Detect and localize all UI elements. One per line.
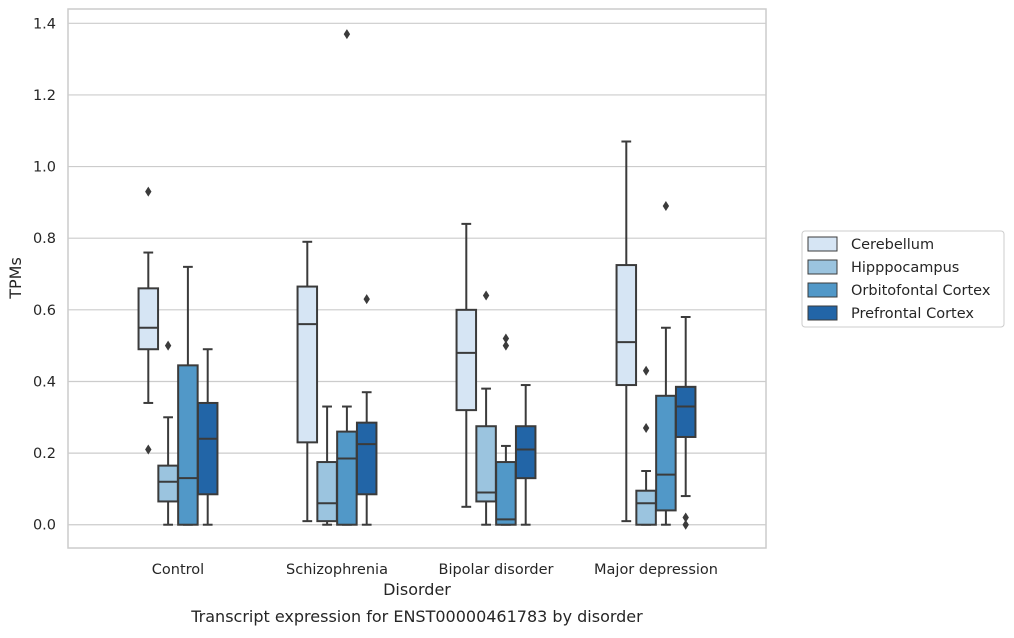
box-iqr	[355, 421, 378, 496]
box-iqr	[495, 461, 517, 526]
outlier-point	[482, 290, 490, 301]
legend-frame	[801, 230, 1005, 328]
box-2-2	[495, 333, 517, 526]
box-iqr	[177, 364, 199, 526]
outlier-point	[343, 29, 351, 40]
y-tick-label: 1.4	[33, 16, 56, 32]
box-3-2	[655, 200, 677, 526]
y-tick-labels: 0.0 0.2 0.4 0.6 0.8 1.0 1.2 1.4	[33, 16, 56, 533]
box-iqr	[674, 385, 697, 438]
box-3-0	[615, 140, 638, 523]
boxes	[137, 29, 697, 530]
legend: Cerebellum Hipppocampus Orbitofontal Corte…	[801, 230, 1005, 328]
x-tick-label: Bipolar disorder	[439, 562, 554, 578]
x-tick-label: Schizophrenia	[286, 562, 388, 578]
box-0-0	[137, 186, 160, 455]
x-axis-label: Disorder	[383, 580, 451, 599]
plot-frame	[67, 8, 767, 549]
box-2-3	[514, 384, 537, 526]
legend-label: Cerebellum	[851, 237, 934, 253]
y-tick-label: 1.2	[33, 88, 56, 104]
outlier-point	[682, 512, 689, 523]
box-iqr	[615, 264, 638, 387]
y-tick-label: 0.8	[33, 231, 56, 247]
outlier-point	[642, 365, 650, 376]
box-iqr	[475, 425, 497, 503]
legend-swatch	[807, 236, 838, 252]
box-iqr	[296, 285, 319, 444]
box-0-1	[157, 340, 179, 526]
box-iqr	[196, 401, 219, 496]
outlier-point	[164, 340, 172, 351]
outlier-point	[662, 200, 670, 211]
outlier-point	[363, 294, 370, 305]
box-iqr	[316, 461, 338, 523]
outlier-point	[145, 444, 152, 455]
box-0-3	[196, 348, 219, 526]
legend-swatch	[807, 305, 838, 321]
y-tick-label: 0.6	[33, 303, 56, 319]
box-3-3	[674, 316, 697, 530]
outlier-point	[502, 340, 510, 351]
y-tick-label: 1.0	[33, 160, 56, 176]
chart-caption: Transcript expression for ENST0000046178…	[190, 607, 643, 626]
y-tick-label: 0.2	[33, 446, 56, 462]
box-iqr	[635, 489, 657, 526]
legend-label: Orbitofontal Cortex	[851, 283, 991, 299]
box-iqr	[157, 464, 179, 503]
legend-label: Hipppocampus	[851, 260, 959, 276]
outlier-point	[145, 186, 152, 197]
box-iqr	[514, 425, 537, 480]
box-iqr	[455, 308, 478, 412]
outlier-point	[502, 333, 510, 344]
legend-swatch	[807, 259, 838, 275]
legend-swatch	[807, 282, 838, 298]
x-tick-labels: Control Schizophrenia Bipolar disorder Majo…	[152, 562, 718, 578]
legend-label: Prefrontal Cortex	[851, 306, 974, 322]
box-1-2	[336, 29, 358, 526]
outlier-point	[642, 423, 650, 434]
outlier-point	[682, 519, 689, 530]
y-tick-label: 0.0	[33, 518, 56, 534]
x-tick-label: Major depression	[594, 562, 718, 578]
box-2-0	[455, 222, 478, 508]
box-0-2	[177, 265, 199, 526]
box-iqr	[137, 287, 160, 351]
box-3-1	[635, 365, 657, 526]
box-iqr	[655, 394, 677, 512]
box-2-1	[475, 290, 497, 526]
y-tick-label: 0.4	[33, 374, 56, 390]
y-axis-label: TPMs	[6, 257, 25, 300]
box-1-0	[296, 240, 319, 523]
box-1-3	[355, 294, 378, 526]
box-iqr	[336, 430, 358, 526]
box-1-1	[316, 405, 338, 526]
x-tick-label: Control	[152, 562, 204, 578]
